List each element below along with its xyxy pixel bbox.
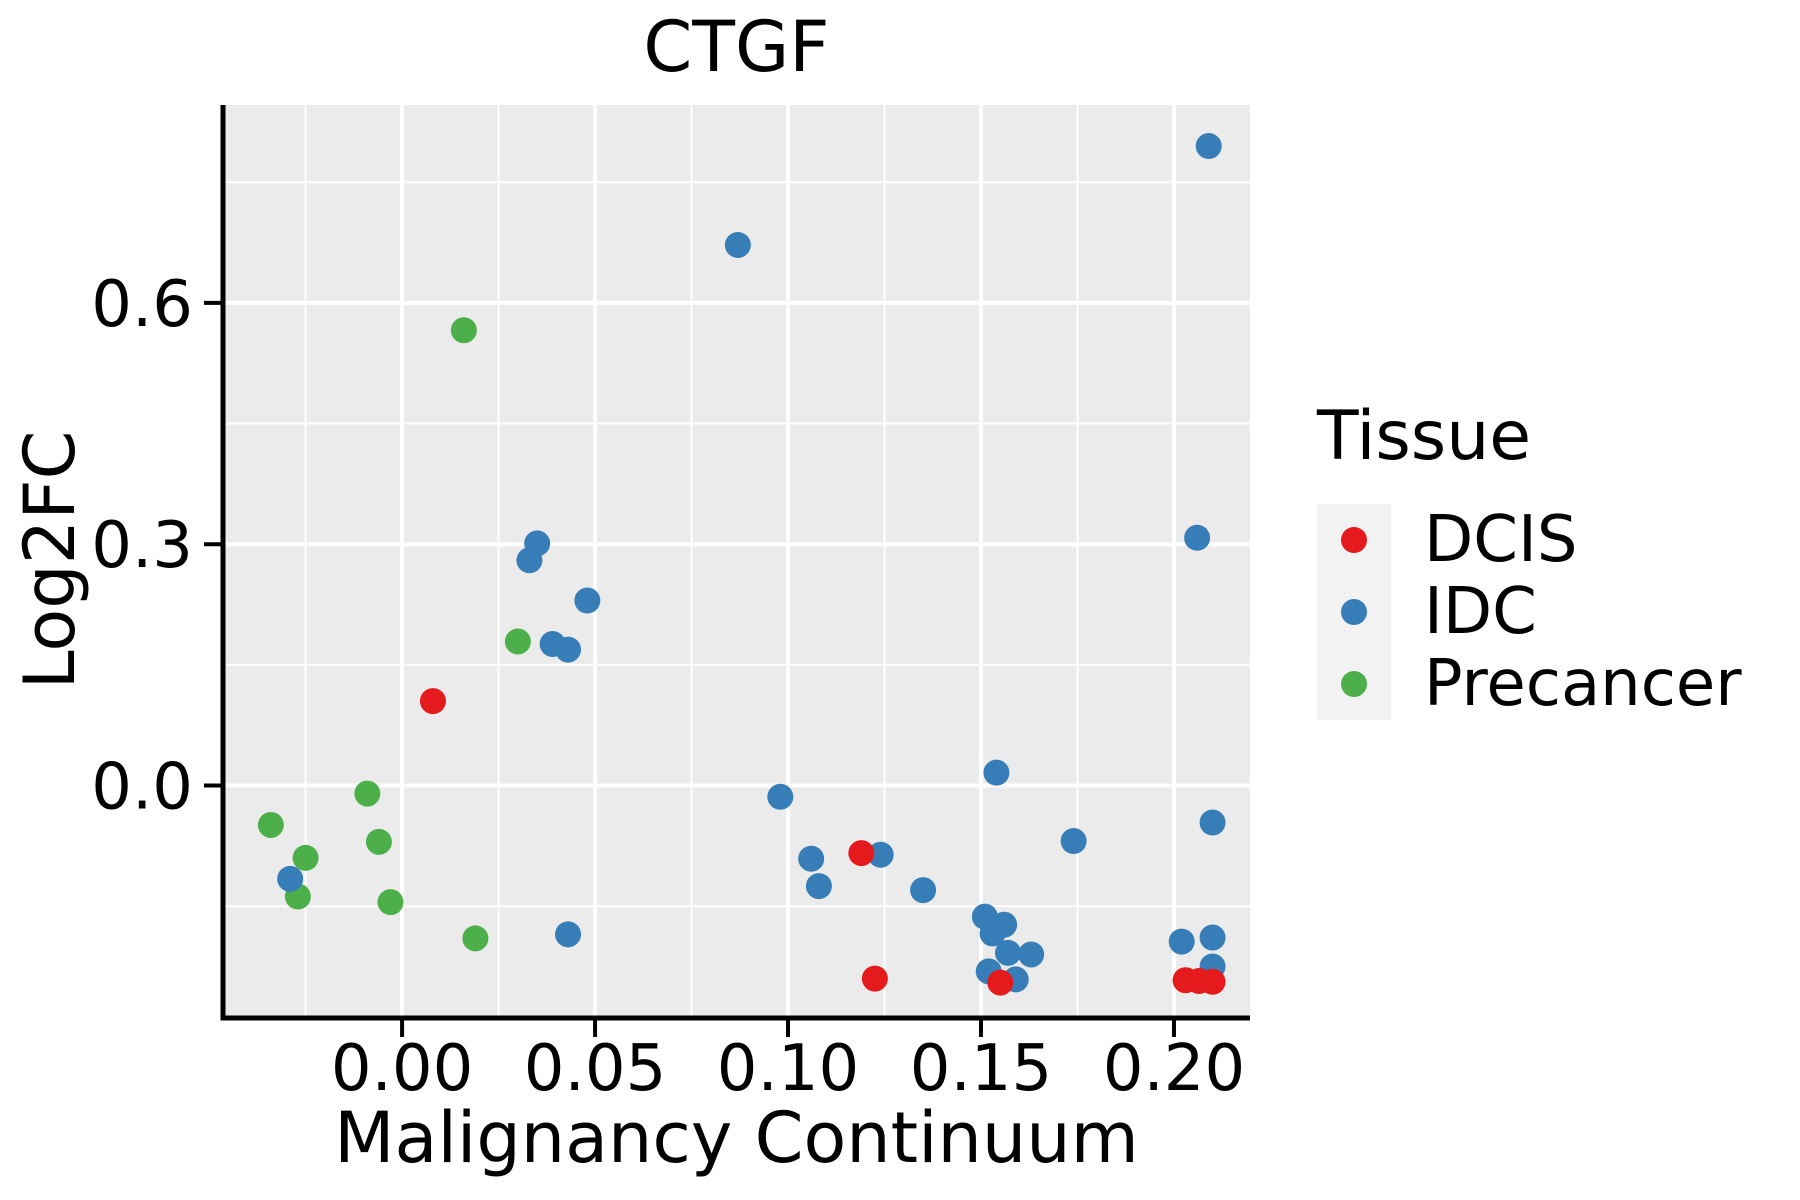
legend-row-dcis: DCIS <box>1317 504 1742 576</box>
data-point-idc <box>983 759 1010 786</box>
dcis-dot-icon <box>1341 527 1367 553</box>
x-tick-label: 0.10 <box>717 1032 860 1106</box>
data-point-dcis <box>861 965 888 992</box>
legend: Tissue DCIS IDC Precancer <box>1317 402 1742 720</box>
data-point-precancer <box>504 628 531 655</box>
data-point-idc <box>724 231 751 258</box>
data-point-precancer <box>377 889 404 916</box>
legend-row-precancer: Precancer <box>1317 648 1742 720</box>
plot-title: CTGF <box>643 6 830 88</box>
y-axis-title: Log2FC <box>9 430 91 690</box>
x-tick-label: 0.05 <box>524 1032 667 1106</box>
data-point-dcis <box>848 840 875 867</box>
legend-key-idc <box>1317 576 1391 648</box>
data-point-dcis <box>419 688 446 715</box>
data-point-idc <box>995 939 1022 966</box>
data-point-idc <box>1199 809 1226 836</box>
data-point-idc <box>1184 524 1211 551</box>
data-point-idc <box>555 921 582 948</box>
y-tick-label: 0.0 <box>91 751 193 825</box>
data-point-idc <box>798 845 825 872</box>
x-tick-label: 0.20 <box>1103 1032 1246 1106</box>
data-point-precancer <box>354 780 381 807</box>
data-point-precancer <box>257 811 284 838</box>
data-point-idc <box>1168 928 1195 955</box>
x-axis-title: Malignancy Continuum <box>334 1097 1139 1179</box>
data-point-idc <box>1060 828 1087 855</box>
legend-row-idc: IDC <box>1317 576 1742 648</box>
legend-label-idc: IDC <box>1424 575 1537 649</box>
data-point-dcis <box>987 969 1014 996</box>
data-point-idc <box>277 865 304 892</box>
data-point-idc <box>767 783 794 810</box>
data-point-precancer <box>462 925 489 952</box>
legend-key-precancer <box>1317 648 1391 720</box>
data-point-idc <box>516 547 543 574</box>
data-point-idc <box>1199 924 1226 951</box>
data-point-idc <box>867 841 894 868</box>
data-point-precancer <box>365 828 392 855</box>
data-point-idc <box>555 636 582 663</box>
data-point-idc <box>979 920 1006 947</box>
precancer-dot-icon <box>1341 671 1367 697</box>
data-point-dcis <box>1199 968 1226 995</box>
legend-key-dcis <box>1317 504 1391 576</box>
legend-title: Tissue <box>1317 397 1532 476</box>
data-point-idc <box>1018 941 1045 968</box>
y-tick-label: 0.3 <box>91 509 193 583</box>
data-point-idc <box>574 587 601 614</box>
x-tick-label: 0.15 <box>910 1032 1053 1106</box>
idc-dot-icon <box>1341 599 1367 625</box>
data-point-idc <box>910 877 937 904</box>
legend-label-precancer: Precancer <box>1424 647 1742 721</box>
y-tick-label: 0.6 <box>91 268 193 342</box>
data-point-idc <box>805 873 832 900</box>
x-tick-label: 0.00 <box>331 1032 474 1106</box>
data-point-precancer <box>450 317 477 344</box>
legend-label-dcis: DCIS <box>1424 503 1578 577</box>
data-point-precancer <box>292 844 319 871</box>
data-point-idc <box>1195 133 1222 160</box>
